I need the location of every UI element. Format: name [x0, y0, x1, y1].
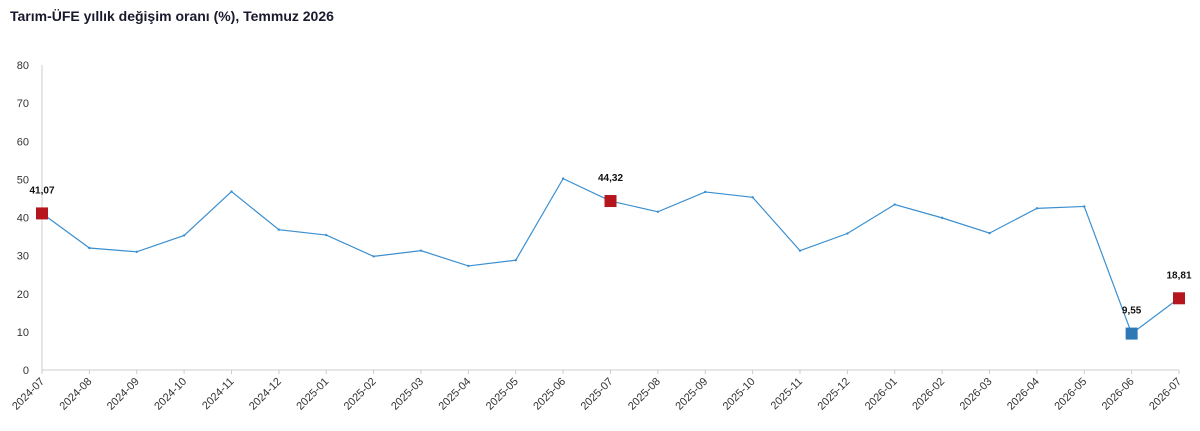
- data-point: [277, 228, 281, 231]
- x-tick-label: 2026-05: [1052, 376, 1089, 413]
- x-tick-label: 2026-02: [910, 376, 947, 413]
- x-tick-label: 2024-11: [200, 376, 236, 412]
- highlight-marker: [1125, 327, 1138, 340]
- data-point: [182, 234, 186, 237]
- data-point: [325, 233, 328, 237]
- data-point: [846, 232, 849, 235]
- x-tick-label: 2025-05: [484, 376, 521, 413]
- x-tick-label: 2025-11: [769, 376, 805, 412]
- x-tick-label: 2025-04: [436, 376, 473, 413]
- x-tick-label: 2024-08: [57, 376, 94, 413]
- highlight-marker: [604, 195, 617, 208]
- data-label: 41,07: [29, 185, 54, 196]
- y-tick-label: 40: [17, 213, 29, 225]
- y-tick-label: 70: [17, 98, 29, 110]
- x-axis: 2024-07 2024-08 2024-09 2024-10 2024-11 2024-…: [10, 369, 1184, 413]
- x-tick-label: 2026-03: [958, 376, 995, 413]
- x-tick-label: 2026-04: [1005, 376, 1042, 413]
- x-tick-label: 2025-03: [389, 376, 426, 413]
- data-point: [751, 196, 754, 199]
- x-tick-label: 2024-09: [105, 376, 142, 413]
- data-point: [419, 249, 423, 252]
- data-label: 44,32: [598, 173, 623, 184]
- data-point: [561, 177, 565, 180]
- data-point: [656, 210, 660, 213]
- x-tick-label: 2025-07: [579, 376, 616, 413]
- data-point: [988, 231, 991, 235]
- x-tick-label: 2026-06: [1100, 376, 1137, 413]
- y-tick-label: 60: [17, 136, 29, 148]
- highlight-marker: [1173, 292, 1185, 305]
- data-point: [1083, 205, 1086, 208]
- data-label: 18,81: [1166, 270, 1191, 281]
- data-point: [514, 259, 517, 262]
- x-tick-label: 2026-01: [863, 376, 900, 413]
- x-tick-label: 2025-02: [342, 376, 379, 413]
- data-point: [88, 246, 91, 250]
- x-tick-label: 2024-07: [10, 376, 47, 413]
- y-tick-label: 10: [17, 327, 29, 339]
- highlight-marker: [36, 207, 48, 220]
- x-tick-label: 2024-10: [152, 376, 189, 413]
- data-point: [1035, 207, 1039, 210]
- x-tick-label: 2025-09: [673, 376, 710, 413]
- x-tick-label: 2025-06: [531, 376, 568, 413]
- data-point: [798, 249, 802, 252]
- x-tick-label: 2025-01: [294, 376, 331, 413]
- y-tick-label: 80: [17, 60, 29, 72]
- x-tick-label: 2025-08: [626, 376, 663, 413]
- data-label: 9,55: [1122, 306, 1142, 317]
- x-tick-label: 2025-12: [815, 376, 852, 413]
- chart-title: Tarım-ÜFE yıllık değişim oranı (%), Temm…: [10, 8, 334, 24]
- x-tick-label: 2024-12: [247, 376, 284, 413]
- data-point: [230, 190, 233, 193]
- y-tick-label: 30: [17, 251, 29, 263]
- y-tick-label: 20: [17, 289, 29, 301]
- data-point: [135, 250, 138, 254]
- marker-group: 41,07 44,32 9,55 18,81: [29, 173, 1192, 340]
- y-tick-label: 50: [17, 174, 29, 186]
- y-tick-label: 0: [23, 365, 29, 377]
- data-point: [467, 264, 470, 268]
- x-tick-label: 2026-07: [1147, 376, 1184, 413]
- data-point: [704, 190, 707, 194]
- x-tick-label: 2025-10: [721, 376, 758, 413]
- data-point: [372, 255, 375, 258]
- data-point: [893, 203, 896, 206]
- data-point: [940, 216, 944, 220]
